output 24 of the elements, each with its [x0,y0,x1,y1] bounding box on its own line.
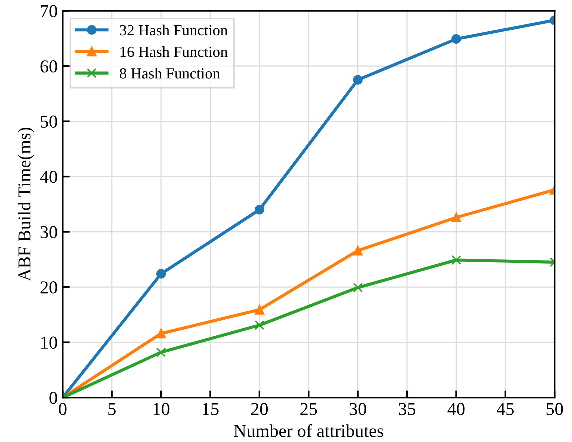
legend-label: 16 Hash Function [120,46,228,58]
y-tick-label: 20 [40,282,58,294]
y-tick-label: 60 [40,60,58,73]
x-tick-label: 50 [546,403,564,416]
y-tick-label: 70 [41,5,58,18]
x-tick-label: 10 [154,403,170,416]
y-axis-title: ABF Build Time(ms) [18,128,34,282]
x-tick-label: 35 [399,403,416,416]
y-tick-label: 50 [41,116,58,128]
x-tick-label: 40 [448,403,465,416]
legend-label: 8 Hash Function [120,68,220,79]
x-tick-label: 45 [496,403,514,416]
legend-label: 32 Hash Function [120,24,228,36]
x-tick-label: 5 [108,403,116,416]
y-tick-label: 0 [50,392,58,404]
x-axis-title: Number of attributes [234,424,384,438]
y-tick-label: 10 [42,336,58,349]
x-tick-label: 0 [59,403,67,416]
x-tick-label: 15 [203,403,219,416]
x-tick-label: 30 [350,403,366,416]
x-tick-label: 20 [251,403,268,416]
x-tick-label: 25 [300,403,318,416]
y-tick-label: 30 [40,226,58,238]
y-tick-label: 40 [40,171,58,184]
